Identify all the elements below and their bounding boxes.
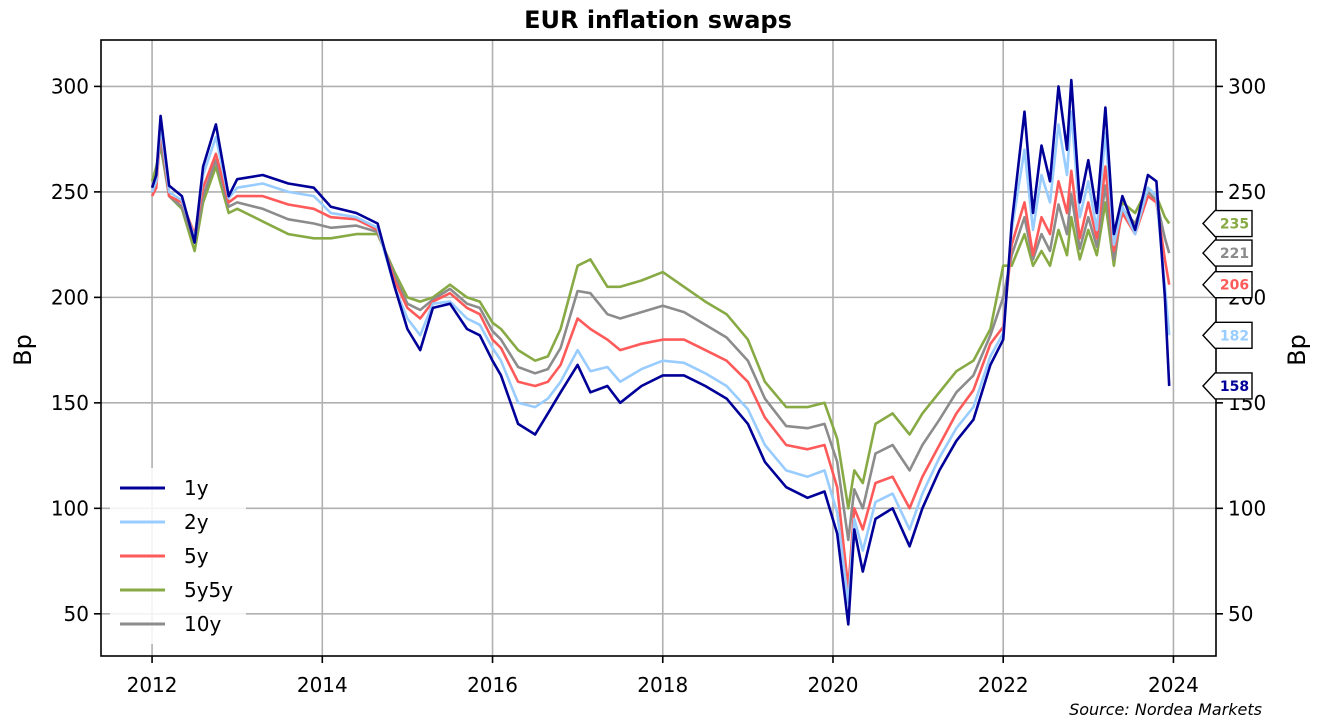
y-tick-label-right: 100	[1228, 496, 1266, 520]
series-lines	[150, 78, 1171, 626]
end-label-box-5y	[1202, 271, 1253, 299]
end-label-10y: 221	[1220, 246, 1249, 262]
y-tick-label-left: 50	[64, 602, 89, 626]
x-tick-label: 2012	[127, 673, 178, 697]
series-line-2y	[150, 110, 1171, 605]
y-tick-label-left: 100	[51, 496, 89, 520]
series-line-10y	[150, 137, 1171, 542]
legend-label-5y: 5y	[184, 544, 209, 568]
x-tick-label: 2022	[978, 673, 1029, 697]
y-tick-label-left: 200	[51, 285, 89, 309]
legend-label-5y5y: 5y5y	[184, 578, 233, 602]
x-tick-label: 2016	[467, 673, 518, 697]
end-label-5y5y: 235	[1220, 217, 1249, 233]
y-axis-label-right: Bp	[1283, 334, 1311, 366]
x-axis: 2012 2014 2016 2018 2020 2022 2024	[127, 656, 1199, 697]
y-tick-label-left: 300	[51, 74, 89, 98]
y-tick-label-right: 50	[1228, 602, 1253, 626]
x-tick-label: 2018	[637, 673, 688, 697]
y-tick-label-right: 300	[1228, 74, 1266, 98]
y-tick-label-left: 250	[51, 180, 89, 204]
y-tick-label-right: 250	[1228, 180, 1266, 204]
series-line-5y5y	[150, 144, 1171, 510]
end-label-box-2y	[1202, 321, 1253, 350]
y-axis-label-left: Bp	[9, 334, 37, 366]
end-value-labels: 158 182 206 235 221	[1202, 209, 1253, 400]
x-tick-label: 2014	[297, 673, 348, 697]
end-label-2y: 182	[1220, 328, 1249, 344]
y-tick-label-left: 150	[51, 391, 89, 415]
end-label-1y: 158	[1220, 379, 1249, 395]
end-label-5y: 206	[1220, 278, 1249, 294]
end-label-box-5y5y	[1202, 209, 1253, 238]
y-axis: 5050100100150150200200250250300300	[51, 74, 1266, 625]
grid	[101, 40, 1216, 656]
legend-label-10y: 10y	[184, 612, 221, 636]
legend-label-2y: 2y	[184, 510, 209, 534]
end-label-box-1y	[1202, 372, 1253, 400]
chart-title: EUR inflation swaps	[524, 6, 792, 34]
source-note: Source: Nordea Markets	[1069, 700, 1262, 719]
x-tick-label: 2024	[1148, 673, 1199, 697]
series-line-1y	[150, 78, 1171, 626]
end-label-box-10y	[1202, 239, 1253, 267]
x-tick-label: 2020	[808, 673, 859, 697]
series-line-5y	[150, 127, 1171, 590]
legend-label-1y: 1y	[184, 476, 209, 500]
plot-frame	[100, 39, 1217, 657]
